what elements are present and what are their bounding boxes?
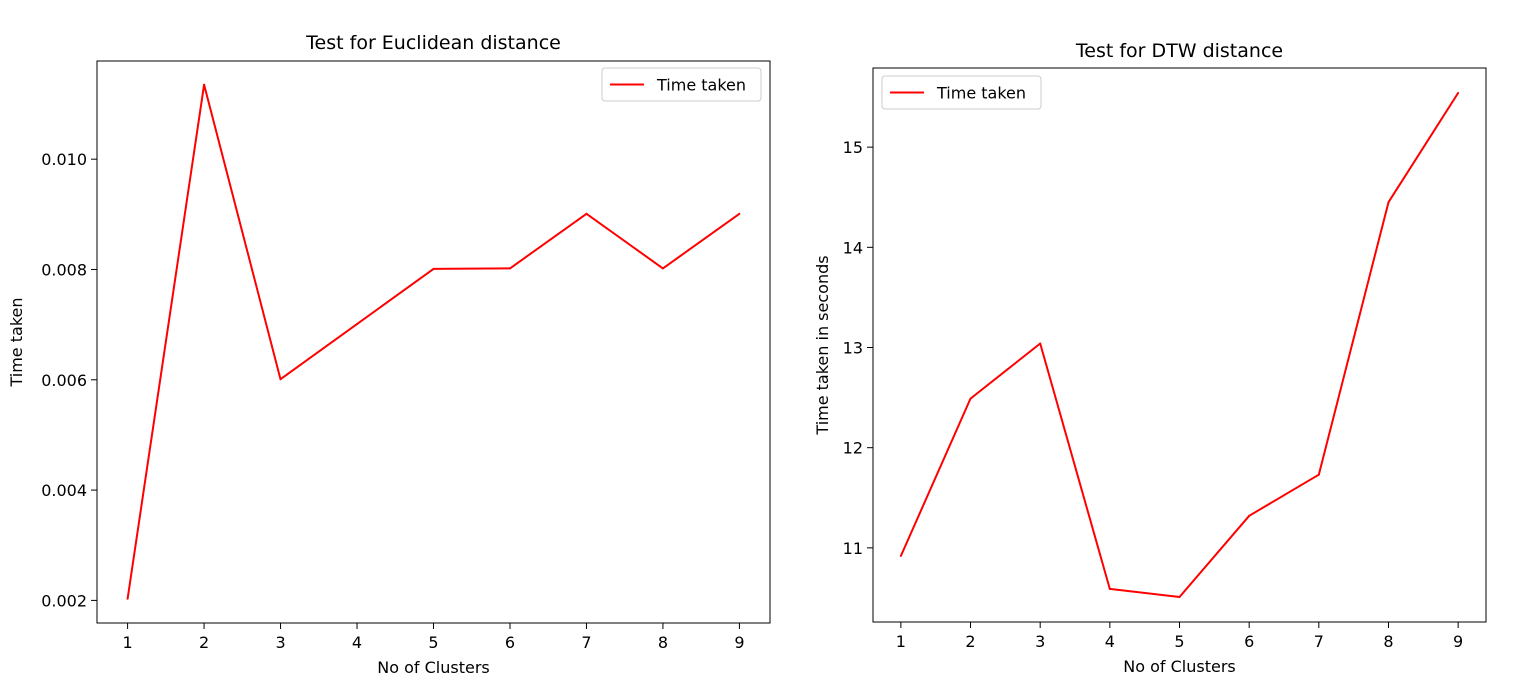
data-point	[279, 378, 282, 381]
legend-label: Time taken	[936, 84, 1026, 103]
data-point	[356, 323, 359, 326]
data-point	[1387, 201, 1390, 204]
data-point	[738, 212, 741, 215]
legend-box	[881, 75, 1042, 110]
y-tick-label: 0.004	[41, 481, 87, 500]
data-point	[203, 83, 206, 86]
y-tick-label: 0.002	[41, 591, 87, 610]
x-tick-label: 5	[1174, 632, 1184, 651]
x-tick-label: 2	[199, 633, 209, 652]
y-tick-label: 14	[843, 238, 863, 257]
y-tick-label: 0.006	[41, 371, 87, 390]
data-point	[1178, 595, 1181, 598]
data-point	[432, 267, 435, 270]
x-tick-label: 5	[428, 633, 438, 652]
x-tick-label: 7	[581, 633, 591, 652]
series-line	[126, 83, 740, 599]
chart-title: Test for DTW distance	[1075, 40, 1283, 62]
x-tick-label: 1	[896, 632, 906, 651]
x-tick-label: 4	[1105, 632, 1115, 651]
x-tick-label: 1	[122, 633, 132, 652]
data-point	[1457, 92, 1460, 95]
x-tick-label: 4	[352, 633, 362, 652]
x-tick-label: 8	[1383, 632, 1393, 651]
data-point	[508, 267, 511, 270]
series-line	[899, 92, 1459, 598]
x-tick-label: 3	[275, 633, 285, 652]
y-tick-label: 0.008	[41, 260, 87, 279]
plot-frame	[872, 67, 1487, 623]
x-tick-label: 2	[965, 632, 975, 651]
euclidean-distance-chart: 1 2 3 4 5 6 7 8 9 0.002 0.004 0.006 0.008 0.010 Test f…	[7, 32, 771, 677]
y-tick-label: 0.010	[41, 150, 87, 169]
x-tick-label: 9	[734, 633, 744, 652]
x-tick-label: 6	[1244, 632, 1254, 651]
data-point	[585, 212, 588, 215]
x-tick-label: 9	[1453, 632, 1463, 651]
data-point	[1317, 473, 1320, 476]
data-point	[661, 267, 664, 270]
y-tick-label: 12	[843, 439, 863, 458]
x-tick-label: 6	[505, 633, 515, 652]
y-tick-label: 11	[843, 539, 863, 558]
legend-label: Time taken	[656, 76, 746, 95]
data-point	[126, 597, 129, 600]
data-point	[1248, 514, 1251, 517]
y-tick-label: 15	[843, 138, 863, 157]
data-point	[1108, 587, 1111, 590]
x-axis-label: No of Clusters	[377, 658, 489, 677]
data-point	[1039, 342, 1042, 345]
x-tick-label: 3	[1035, 632, 1045, 651]
plot-frame	[96, 60, 771, 624]
y-tick-label: 13	[843, 339, 863, 358]
x-tick-label: 7	[1314, 632, 1324, 651]
data-point	[899, 554, 902, 557]
legend-box	[601, 67, 762, 102]
chart-title: Test for Euclidean distance	[305, 32, 561, 54]
x-tick-label: 8	[658, 633, 668, 652]
x-axis-label: No of Clusters	[1123, 657, 1235, 676]
y-axis-label: Time taken	[7, 298, 26, 388]
y-axis-label: Time taken in seconds	[813, 255, 832, 435]
data-point	[969, 397, 972, 400]
